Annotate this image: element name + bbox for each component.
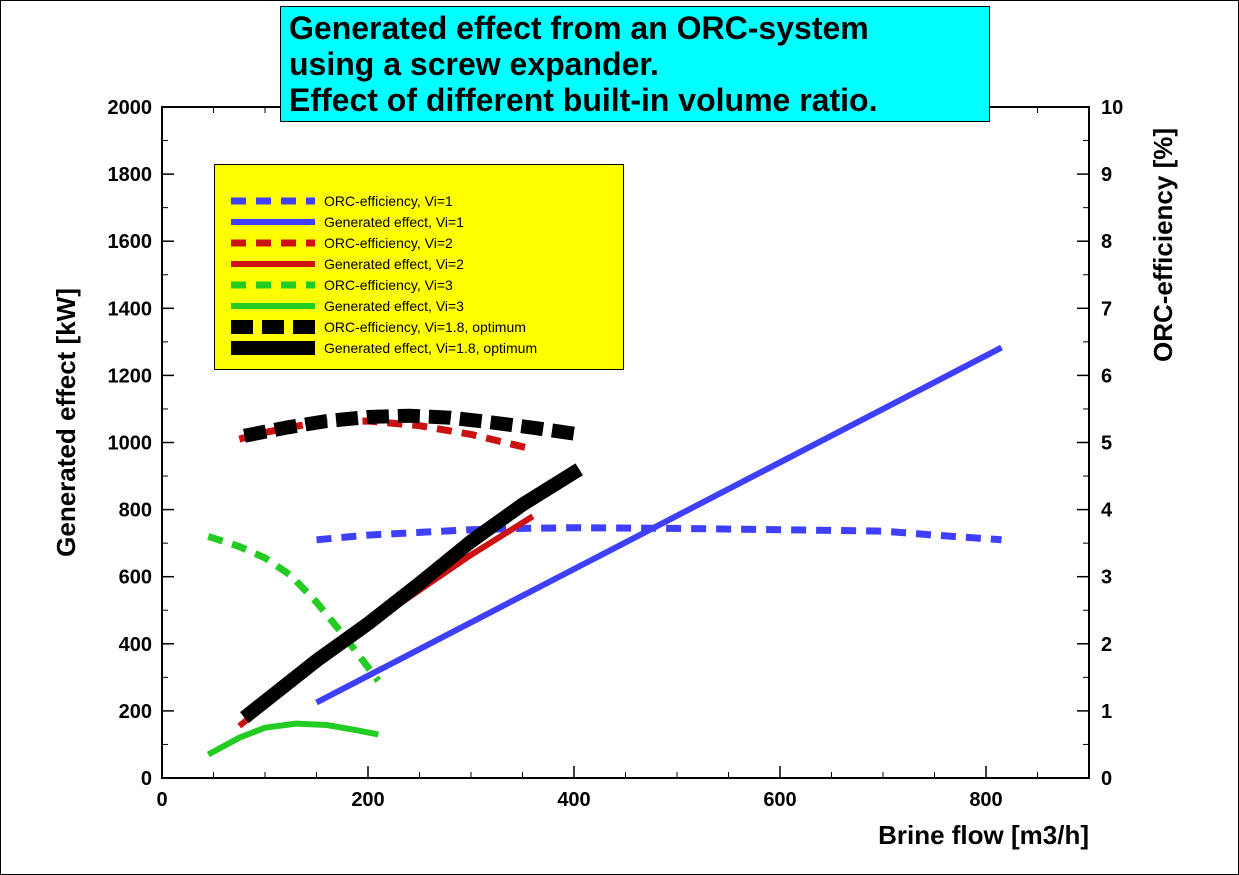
legend-item-orc-eff-vi2: ORC-efficiency, Vi=2 (215, 233, 623, 253)
x-tick-label: 600 (763, 789, 796, 811)
series-line-7 (243, 408, 581, 443)
y2-tick-label: 0 (1101, 768, 1112, 790)
legend-swatch (231, 320, 315, 334)
y-tick-label: 1800 (108, 164, 153, 186)
legend-label: ORC-efficiency, Vi=3 (324, 277, 453, 293)
y-tick-label: 1000 (108, 433, 153, 455)
y-tick-label: 2000 (108, 97, 153, 119)
legend-label: Generated effect, Vi=3 (324, 298, 464, 314)
y2-tick-label: 6 (1101, 365, 1112, 387)
y-tick-label: 600 (119, 567, 152, 589)
series-line-8 (240, 463, 583, 724)
legend-item-gen-effect-vi3: Generated effect, Vi=3 (215, 296, 623, 316)
legend-label: Generated effect, Vi=1.8, optimum (324, 340, 538, 356)
series-line-2 (315, 344, 1003, 706)
y2-tick-label: 9 (1101, 164, 1112, 186)
legend-swatch (231, 303, 315, 309)
series-line-1 (316, 524, 1002, 544)
legend-label: ORC-efficiency, Vi=1 (324, 193, 453, 209)
y-tick-label: 1200 (108, 365, 153, 387)
y-tick-label: 800 (119, 500, 152, 522)
y2-tick-label: 2 (1101, 634, 1112, 656)
legend-swatch (231, 219, 315, 225)
x-tick-label: 400 (557, 789, 590, 811)
legend-item-gen-effect-vi1: Generated effect, Vi=1 (215, 212, 623, 232)
chart-title-line-3: Effect of different built-in volume rati… (289, 82, 878, 118)
x-axis-title: Brine flow [m3/h] (878, 820, 1089, 850)
legend-label: Generated effect, Vi=1 (324, 214, 464, 230)
y2-tick-label: 1 (1101, 701, 1112, 723)
chart-title-line-1: Generated effect from an ORC-system (289, 10, 869, 46)
series-line-5 (207, 533, 382, 683)
y-axis-title: Generated effect [kW] (51, 288, 81, 557)
y2-tick-label: 10 (1101, 97, 1123, 119)
series-line-6 (206, 720, 379, 758)
legend-label: Generated effect, Vi=2 (324, 256, 464, 272)
legend-item-orc-eff-vi3: ORC-efficiency, Vi=3 (215, 275, 623, 295)
y2-tick-label: 4 (1101, 500, 1113, 522)
x-tick-label: 800 (969, 789, 1002, 811)
legend-item-orc-eff-vi18: ORC-efficiency, Vi=1.8, optimum (215, 317, 623, 337)
legend-label: ORC-efficiency, Vi=1.8, optimum (324, 319, 526, 335)
chart-title-line-2: using a screw expander. (289, 46, 659, 82)
y2-tick-label: 5 (1101, 433, 1112, 455)
x-tick-label: 200 (351, 789, 384, 811)
legend-swatch (231, 341, 315, 355)
y2-axis-title: ORC-efficiency [%] (1148, 128, 1178, 362)
chart-title-box: Generated effect from an ORC-system usin… (280, 6, 990, 122)
legend-swatch (231, 239, 315, 247)
x-tick-label: 0 (156, 789, 167, 811)
legend-item-gen-effect-vi2: Generated effect, Vi=2 (215, 254, 623, 274)
legend-swatch (231, 197, 315, 205)
legend-item-orc-eff-vi1: ORC-efficiency, Vi=1 (215, 191, 623, 211)
legend: ORC-efficiency, Vi=1 Generated effect, V… (214, 164, 624, 370)
y-tick-label: 1400 (108, 298, 153, 320)
legend-swatch (231, 281, 315, 289)
y-tick-label: 200 (119, 701, 152, 723)
y-tick-label: 0 (141, 768, 152, 790)
y2-tick-label: 8 (1101, 231, 1112, 253)
legend-label: ORC-efficiency, Vi=2 (324, 235, 453, 251)
y2-tick-label: 7 (1101, 298, 1112, 320)
y2-tick-label: 3 (1101, 567, 1112, 589)
y-tick-label: 400 (119, 634, 152, 656)
legend-item-gen-effect-vi18: Generated effect, Vi=1.8, optimum (215, 338, 623, 358)
legend-swatch (231, 261, 315, 267)
y-tick-label: 1600 (108, 231, 153, 253)
